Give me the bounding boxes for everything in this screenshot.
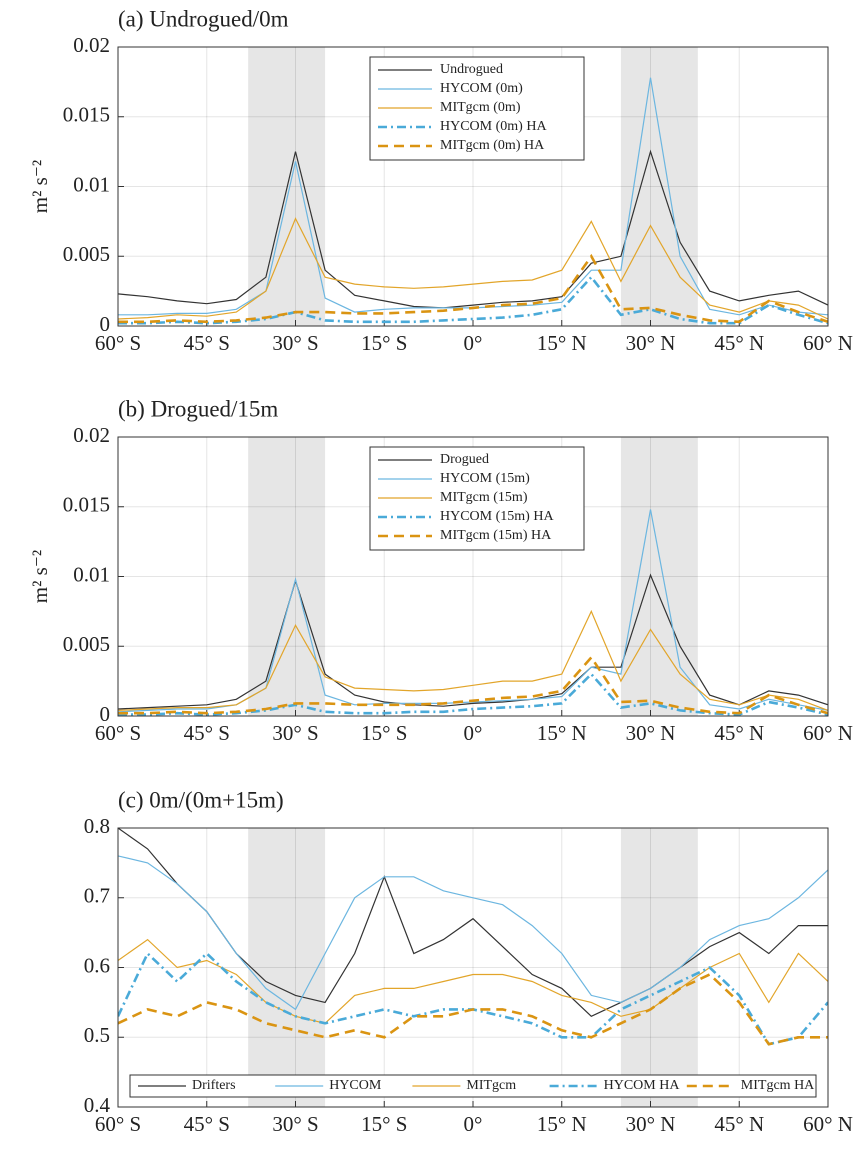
x-tick-label: 15° N — [537, 331, 587, 355]
y-tick-label: 0.02 — [73, 33, 110, 57]
y-tick-label: 0.01 — [73, 172, 110, 196]
x-tick-label: 30° S — [272, 1112, 318, 1136]
y-axis-label: m² s⁻² — [28, 550, 52, 603]
x-tick-label: 30° S — [272, 331, 318, 355]
y-tick-label: 0.6 — [84, 953, 110, 977]
legend-label: Drifters — [192, 1078, 236, 1093]
legend-label: MITgcm (15m) — [440, 490, 528, 505]
x-tick-label: 0° — [464, 1112, 483, 1136]
x-tick-label: 30° N — [626, 1112, 676, 1136]
series-line — [118, 217, 828, 320]
y-tick-label: 0.4 — [84, 1093, 111, 1117]
shaded-region — [620, 437, 698, 716]
panel-title: (c) 0m/(0m+15m) — [118, 787, 284, 812]
x-tick-label: 45° S — [184, 331, 230, 355]
legend-label: MITgcm (0m) HA — [440, 138, 545, 153]
series-line — [118, 275, 828, 325]
legend-label: HYCOM (15m) HA — [440, 509, 554, 524]
y-tick-label: 0 — [100, 312, 111, 336]
series-line — [118, 573, 828, 710]
y-tick-label: 0 — [100, 702, 111, 726]
series-line — [118, 672, 828, 716]
x-tick-label: 30° N — [626, 331, 676, 355]
y-tick-label: 0.8 — [84, 814, 110, 838]
plot-frame — [117, 436, 829, 717]
series-line — [118, 149, 828, 309]
x-tick-label: 15° S — [361, 721, 407, 745]
legend-box — [129, 1074, 817, 1098]
legend-label: MITgcm (15m) HA — [440, 528, 552, 543]
legend-label: HYCOM — [329, 1078, 382, 1093]
x-tick-label: 15° S — [361, 1112, 407, 1136]
y-tick-label: 0.01 — [73, 562, 110, 586]
panel-title: (b) Drogued/15m — [118, 396, 278, 421]
x-tick-label: 45° N — [714, 1112, 764, 1136]
plot-frame — [117, 827, 829, 1108]
panel-title: (a) Undrogued/0m — [118, 6, 289, 31]
x-tick-label: 60° N — [803, 1112, 853, 1136]
x-tick-label: 60° S — [95, 331, 141, 355]
legend-label: HYCOM (0m) — [440, 81, 523, 96]
x-tick-label: 45° N — [714, 331, 764, 355]
x-tick-label: 45° S — [184, 721, 230, 745]
shaded-region — [620, 828, 698, 1107]
x-tick-label: 30° N — [626, 721, 676, 745]
shaded-region — [248, 47, 326, 326]
x-tick-label: 0° — [464, 721, 483, 745]
series-line — [118, 253, 828, 324]
x-tick-label: 60° N — [803, 721, 853, 745]
y-tick-label: 0.02 — [73, 423, 110, 447]
y-tick-label: 0.005 — [63, 632, 110, 656]
x-tick-label: 30° S — [272, 721, 318, 745]
series-line — [118, 972, 828, 1046]
x-tick-label: 15° N — [537, 721, 587, 745]
series-line — [118, 855, 828, 1011]
y-tick-label: 0.005 — [63, 242, 110, 266]
legend-label: MITgcm — [466, 1078, 516, 1093]
series-line — [118, 655, 828, 715]
legend-label: HYCOM (0m) HA — [440, 119, 547, 134]
y-axis-label: m² s⁻² — [28, 160, 52, 213]
x-tick-label: 45° S — [184, 1112, 230, 1136]
x-tick-label: 60° S — [95, 1112, 141, 1136]
y-tick-label: 0.5 — [84, 1023, 110, 1047]
x-tick-label: 45° N — [714, 721, 764, 745]
legend-label: HYCOM (15m) — [440, 471, 530, 486]
legend-label: HYCOM HA — [604, 1078, 681, 1093]
x-tick-label: 15° S — [361, 331, 407, 355]
plot-frame — [117, 46, 829, 327]
legend-label: Drogued — [440, 452, 489, 467]
y-tick-label: 0.015 — [63, 103, 110, 127]
legend-label: Undrogued — [440, 62, 503, 77]
y-tick-label: 0.015 — [63, 493, 110, 517]
legend-label: MITgcm HA — [741, 1078, 815, 1093]
x-tick-label: 0° — [464, 331, 483, 355]
series-line — [118, 609, 828, 711]
y-tick-label: 0.7 — [84, 884, 110, 908]
x-tick-label: 60° S — [95, 721, 141, 745]
legend-label: MITgcm (0m) — [440, 100, 521, 115]
shaded-region — [248, 437, 326, 716]
x-tick-label: 60° N — [803, 331, 853, 355]
shaded-region — [248, 828, 326, 1107]
x-tick-label: 15° N — [537, 1112, 587, 1136]
